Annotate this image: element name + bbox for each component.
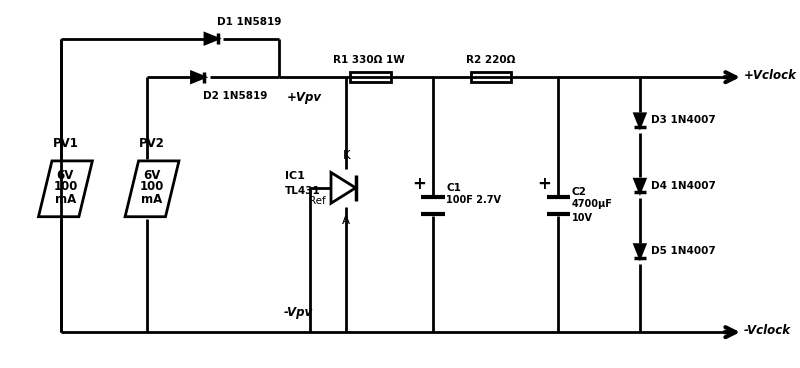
Polygon shape bbox=[191, 72, 205, 82]
Text: 4700μF: 4700μF bbox=[571, 199, 613, 209]
Text: +Vpv: +Vpv bbox=[286, 91, 322, 104]
Bar bbox=[350, 72, 390, 82]
Text: mA: mA bbox=[142, 193, 162, 206]
Text: +: + bbox=[413, 175, 426, 193]
Text: 100: 100 bbox=[54, 180, 78, 194]
Text: 10V: 10V bbox=[571, 213, 593, 223]
Text: D2 1N5819: D2 1N5819 bbox=[203, 91, 267, 101]
Text: PV2: PV2 bbox=[139, 137, 165, 150]
Text: D1 1N5819: D1 1N5819 bbox=[217, 17, 281, 27]
Polygon shape bbox=[634, 179, 645, 192]
Text: 6V: 6V bbox=[57, 169, 74, 182]
Text: +Vclock: +Vclock bbox=[744, 69, 797, 82]
Text: 100: 100 bbox=[140, 180, 164, 194]
Text: D4 1N4007: D4 1N4007 bbox=[651, 181, 716, 191]
Text: TL431: TL431 bbox=[285, 186, 321, 196]
Polygon shape bbox=[634, 114, 645, 127]
Text: Ref: Ref bbox=[309, 196, 326, 206]
Polygon shape bbox=[634, 245, 645, 258]
Text: 100F 2.7V: 100F 2.7V bbox=[446, 195, 502, 205]
Bar bbox=[470, 72, 511, 82]
Text: D3 1N4007: D3 1N4007 bbox=[651, 116, 716, 125]
Text: PV1: PV1 bbox=[53, 137, 78, 150]
Text: C1: C1 bbox=[446, 183, 462, 193]
Text: +: + bbox=[538, 175, 551, 193]
Text: R1 330Ω 1W: R1 330Ω 1W bbox=[333, 55, 405, 65]
Text: R2 220Ω: R2 220Ω bbox=[466, 55, 515, 65]
Polygon shape bbox=[205, 33, 218, 44]
Text: A: A bbox=[342, 214, 350, 227]
Text: IC1: IC1 bbox=[285, 171, 305, 181]
Text: -Vclock: -Vclock bbox=[744, 324, 791, 337]
Text: mA: mA bbox=[55, 193, 76, 206]
Text: D5 1N4007: D5 1N4007 bbox=[651, 246, 716, 256]
Text: 6V: 6V bbox=[143, 169, 161, 182]
Text: K: K bbox=[342, 149, 350, 162]
Text: -Vpv: -Vpv bbox=[284, 306, 313, 319]
Text: C2: C2 bbox=[571, 187, 586, 197]
